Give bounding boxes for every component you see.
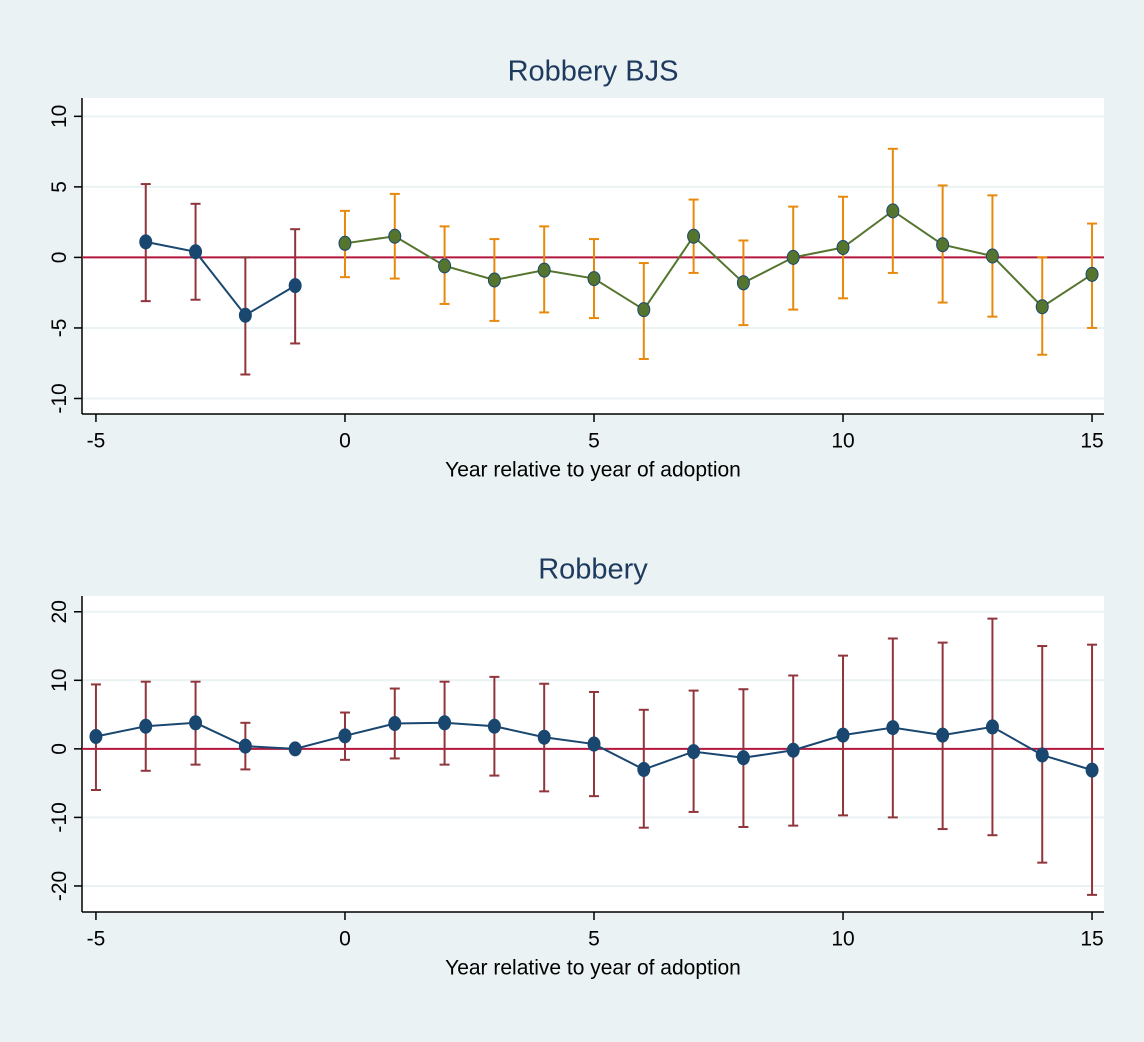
marker xyxy=(238,738,252,754)
x-tick-label: 0 xyxy=(339,928,351,951)
y-tick-label: -5 xyxy=(48,319,71,338)
y-tick-label: 20 xyxy=(48,600,71,623)
marker xyxy=(985,719,999,735)
marker xyxy=(537,729,551,745)
marker xyxy=(836,727,850,743)
marker xyxy=(637,761,651,777)
series-line xyxy=(344,209,1093,311)
marker xyxy=(736,750,750,766)
y-tick-label: 0 xyxy=(48,252,71,264)
marker xyxy=(587,736,601,752)
chart-title: Robbery xyxy=(538,554,648,586)
marker xyxy=(438,715,452,731)
marker xyxy=(537,262,551,278)
x-tick-label: 5 xyxy=(588,928,600,951)
marker xyxy=(1085,266,1099,282)
marker xyxy=(139,718,153,734)
marker xyxy=(1085,762,1099,778)
marker xyxy=(786,742,800,758)
x-tick-label: 15 xyxy=(1080,430,1103,453)
marker xyxy=(438,258,452,274)
marker xyxy=(985,248,999,264)
marker xyxy=(487,272,501,288)
marker xyxy=(1035,299,1049,315)
marker xyxy=(936,237,950,253)
x-tick-label: 0 xyxy=(339,430,351,453)
marker xyxy=(388,715,402,731)
chart-title: Robbery BJS xyxy=(508,56,679,88)
marker xyxy=(886,203,900,219)
y-tick-label: -20 xyxy=(48,871,71,901)
marker xyxy=(338,728,352,744)
y-tick-label: 0 xyxy=(48,743,71,755)
series-line xyxy=(145,240,296,317)
marker xyxy=(836,240,850,256)
y-tick-label: 10 xyxy=(48,105,71,128)
marker xyxy=(736,275,750,291)
y-tick-label: -10 xyxy=(48,802,71,832)
x-tick-label: 10 xyxy=(831,928,854,951)
marker xyxy=(637,302,651,318)
marker xyxy=(288,278,302,294)
marker xyxy=(1035,747,1049,763)
x-tick-label: 10 xyxy=(831,430,854,453)
x-axis-label: Year relative to year of adoption xyxy=(445,957,741,980)
marker xyxy=(886,720,900,736)
marker xyxy=(139,234,153,250)
marker xyxy=(288,741,302,757)
x-tick-label: 15 xyxy=(1080,928,1103,951)
y-tick-label: 5 xyxy=(48,181,71,193)
x-tick-label: -5 xyxy=(87,430,106,453)
x-axis-label: Year relative to year of adoption xyxy=(445,459,741,482)
marker xyxy=(338,235,352,251)
marker xyxy=(388,228,402,244)
y-tick-label: 10 xyxy=(48,669,71,692)
marker xyxy=(238,307,252,323)
x-tick-label: 5 xyxy=(588,430,600,453)
marker xyxy=(487,718,501,734)
y-tick-label: -10 xyxy=(48,383,71,413)
x-tick-label: -5 xyxy=(87,928,106,951)
marker xyxy=(687,228,701,244)
marker xyxy=(687,744,701,760)
marker xyxy=(936,727,950,743)
marker xyxy=(189,244,203,260)
marker xyxy=(786,249,800,265)
marker xyxy=(189,715,203,731)
marker xyxy=(89,729,103,745)
marker xyxy=(587,271,601,287)
